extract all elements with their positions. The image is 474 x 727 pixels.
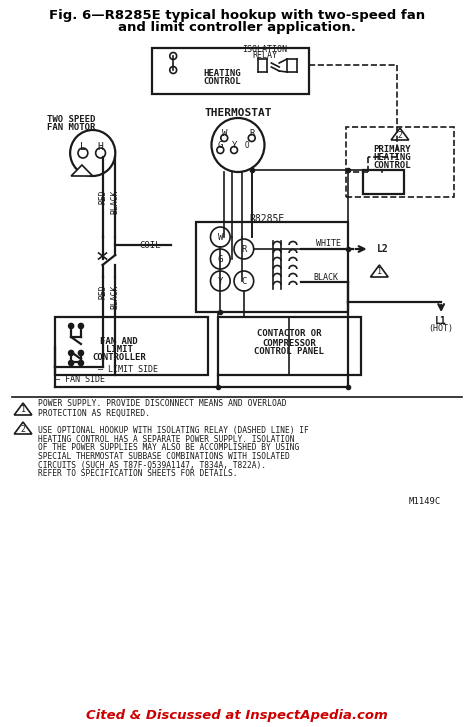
Text: BLACK: BLACK [111,285,120,309]
Circle shape [69,350,73,356]
Text: RELAY: RELAY [252,52,277,60]
Text: USE OPTIONAL HOOKUP WITH ISOLATING RELAY (DASHED LINE) IF: USE OPTIONAL HOOKUP WITH ISOLATING RELAY… [38,427,309,435]
Text: CONTROL PANEL: CONTROL PANEL [254,348,324,356]
Text: BLACK: BLACK [314,273,339,281]
Text: R: R [241,244,246,254]
Text: 2: 2 [20,425,26,433]
Polygon shape [14,403,32,415]
Bar [346,127,454,197]
Text: FAN AND: FAN AND [100,337,138,347]
Circle shape [79,324,83,329]
Text: L: L [80,142,86,152]
Text: COIL: COIL [139,241,160,249]
Text: HEATING CONTROL HAS A SEPARATE POWER SUPPLY. ISOLATION: HEATING CONTROL HAS A SEPARATE POWER SUP… [38,435,294,444]
Circle shape [79,361,83,366]
Text: RED: RED [98,285,107,300]
Text: BLACK: BLACK [111,190,120,214]
Text: FAN MOTOR: FAN MOTOR [47,123,95,132]
Text: 2: 2 [397,131,402,140]
Text: WHITE: WHITE [316,238,341,247]
Text: HEATING: HEATING [373,153,411,161]
Text: ISOLATION: ISOLATION [242,44,287,54]
Polygon shape [371,265,388,277]
Text: C: C [241,276,246,286]
Bar [55,317,208,375]
Text: 1: 1 [20,406,26,414]
Text: PROTECTION AS REQUIRED.: PROTECTION AS REQUIRED. [38,409,150,417]
Text: THERMOSTAT: THERMOSTAT [204,108,272,118]
Text: POWER SUPPLY. PROVIDE DISCONNECT MEANS AND OVERLOAD: POWER SUPPLY. PROVIDE DISCONNECT MEANS A… [38,400,286,409]
Circle shape [69,361,73,366]
Text: Y: Y [231,140,237,150]
Text: and limit controller application.: and limit controller application. [118,20,356,33]
Text: W: W [221,129,227,137]
Text: LIMIT: LIMIT [106,345,133,355]
Text: O: O [245,140,249,150]
Text: — FAN SIDE: — FAN SIDE [55,374,105,384]
Text: OF THE POWER SUPPLIES MAY ALSO BE ACCOMPLISHED BY USING: OF THE POWER SUPPLIES MAY ALSO BE ACCOMP… [38,443,299,452]
Text: Y: Y [218,276,223,286]
Polygon shape [71,165,93,176]
Text: (HOT): (HOT) [428,324,454,334]
Text: R: R [249,129,255,137]
Text: HEATING: HEATING [203,68,241,78]
Text: Cited & Discussed at InspectApedia.com: Cited & Discussed at InspectApedia.com [86,709,388,721]
Text: RED: RED [98,190,107,204]
Bar [363,170,404,194]
Text: REFER TO SPECIFICATION SHEETS FOR DETAILS.: REFER TO SPECIFICATION SHEETS FOR DETAIL… [38,469,237,478]
Text: 1: 1 [377,268,382,276]
Text: CONTROL: CONTROL [373,161,411,169]
Text: CONTROLLER: CONTROLLER [92,353,146,363]
Text: COMPRESSOR: COMPRESSOR [262,339,316,348]
Text: SPECIAL THERMOSTAT SUBBASE COMBINATIONS WITH ISOLATED: SPECIAL THERMOSTAT SUBBASE COMBINATIONS … [38,452,290,461]
Bar [196,222,348,312]
Text: TWO SPEED: TWO SPEED [47,114,95,124]
Bar [219,317,361,375]
Polygon shape [391,128,409,140]
Text: PRIMARY: PRIMARY [373,145,411,153]
Circle shape [79,350,83,356]
Text: M1149C: M1149C [408,497,441,505]
Circle shape [69,324,73,329]
Text: L2: L2 [376,244,388,254]
Text: L1: L1 [435,316,447,326]
Text: G: G [218,140,223,150]
Text: H: H [98,142,103,152]
Text: G: G [218,254,223,263]
Text: R8285E: R8285E [250,214,285,224]
Text: — LIMIT SIDE: — LIMIT SIDE [98,364,158,374]
Text: Fig. 6—R8285E typical hookup with two-speed fan: Fig. 6—R8285E typical hookup with two-sp… [49,9,425,22]
Polygon shape [14,422,32,434]
Text: CONTACTOR OR: CONTACTOR OR [257,329,321,339]
Text: CONTROL: CONTROL [203,76,241,86]
Text: W: W [218,233,223,241]
Bar [152,48,309,94]
Text: CIRCUITS (SUCH AS T87F-Q539A1147, T834A, T822A).: CIRCUITS (SUCH AS T87F-Q539A1147, T834A,… [38,460,266,470]
